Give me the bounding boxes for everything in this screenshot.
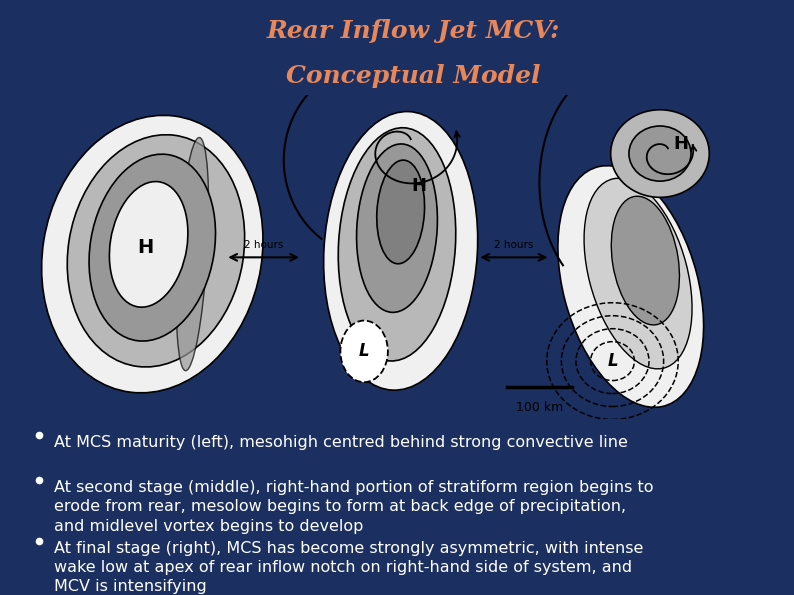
Ellipse shape [324, 111, 478, 390]
Ellipse shape [584, 178, 692, 369]
Text: 2 hours: 2 hours [494, 240, 534, 249]
Ellipse shape [611, 110, 709, 198]
Text: At MCS maturity (left), mesohigh centred behind strong convective line: At MCS maturity (left), mesohigh centred… [54, 434, 628, 450]
Ellipse shape [629, 126, 691, 181]
Text: H: H [411, 177, 426, 195]
Text: At final stage (right), MCS has become strongly asymmetric, with intense
wake lo: At final stage (right), MCS has become s… [54, 541, 643, 594]
Ellipse shape [110, 181, 188, 307]
Ellipse shape [376, 160, 425, 264]
Text: H: H [137, 238, 153, 257]
Text: L: L [359, 342, 369, 361]
Ellipse shape [176, 137, 209, 371]
Ellipse shape [338, 128, 456, 361]
Ellipse shape [67, 134, 245, 367]
Ellipse shape [341, 321, 388, 382]
Text: H: H [673, 135, 688, 153]
Ellipse shape [558, 165, 703, 408]
Ellipse shape [89, 154, 215, 341]
Text: At second stage (middle), right-hand portion of stratiform region begins to
erod: At second stage (middle), right-hand por… [54, 480, 653, 534]
Text: 2 hours: 2 hours [244, 240, 283, 249]
Text: L: L [607, 352, 618, 370]
Ellipse shape [611, 196, 680, 325]
Text: Rear Inflow Jet MCV:: Rear Inflow Jet MCV: [266, 19, 560, 43]
Text: 100 km: 100 km [516, 401, 563, 414]
Ellipse shape [41, 115, 263, 393]
Ellipse shape [357, 144, 437, 312]
Text: Conceptual Model: Conceptual Model [286, 64, 540, 87]
